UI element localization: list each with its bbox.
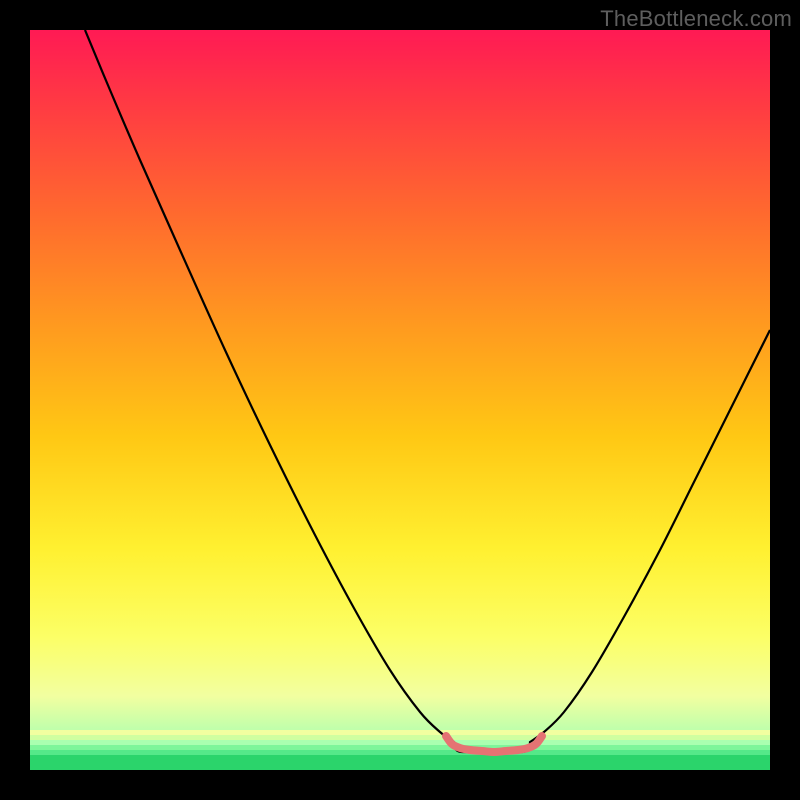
chart-frame: TheBottleneck.com [0, 0, 800, 800]
plot-area [30, 30, 770, 770]
watermark-text: TheBottleneck.com [600, 6, 792, 32]
floor-marker [446, 736, 542, 752]
v-curve [85, 30, 770, 752]
curve-overlay [30, 30, 770, 770]
